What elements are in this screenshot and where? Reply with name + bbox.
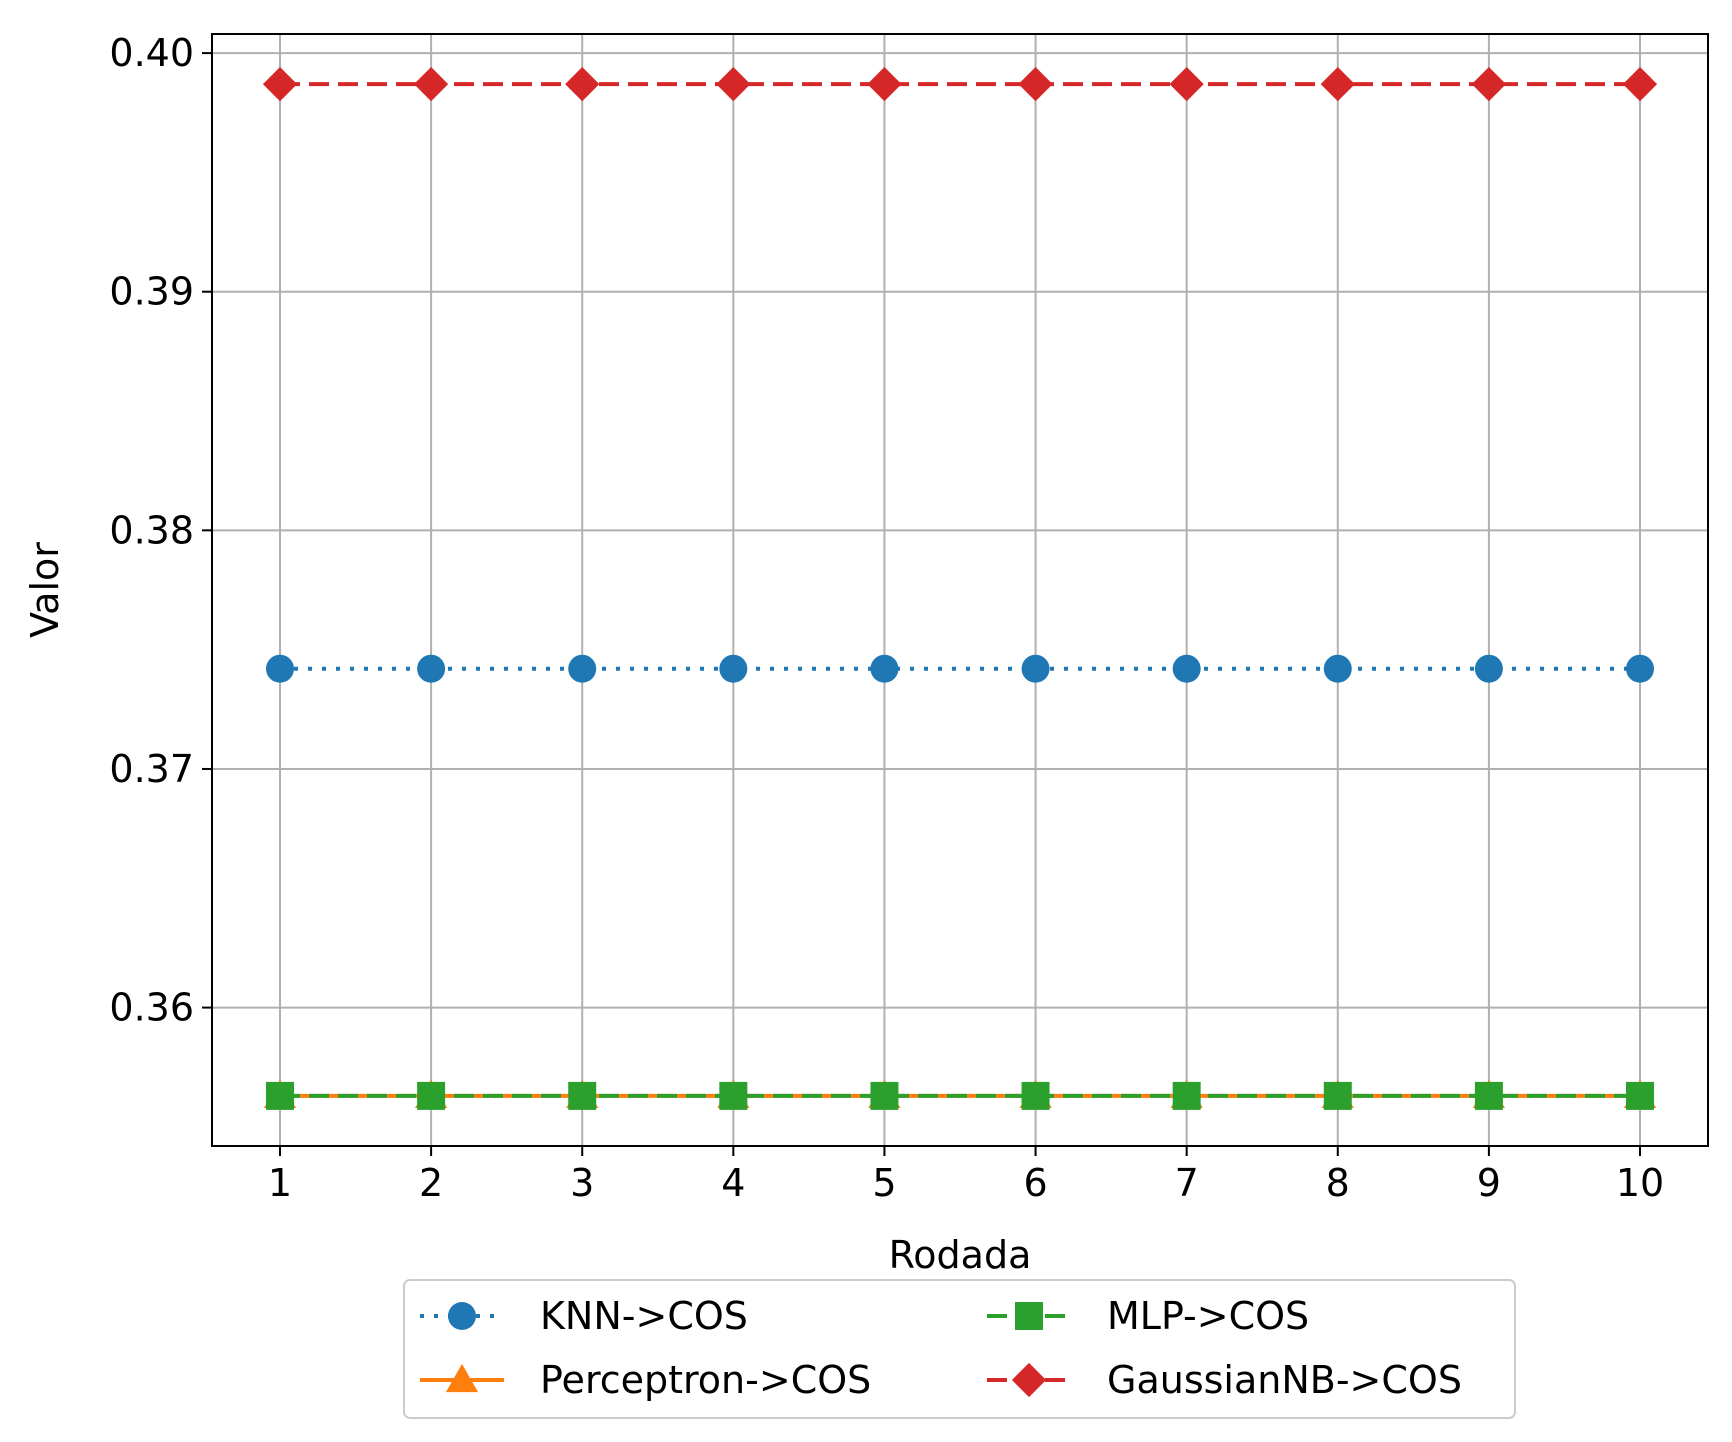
y-tick-label: 0.37 [109,747,194,791]
legend-entry: Perceptron->COS [420,1358,871,1402]
data-point [719,1081,748,1110]
series-knn-cos [266,654,1654,683]
legend-marker [445,1363,479,1393]
x-tick-label: 7 [1175,1161,1199,1205]
data-point [1626,654,1654,683]
series-group [262,67,1658,1110]
plot-frame [211,33,1709,1147]
data-point [1320,67,1355,102]
data-point [1474,1081,1503,1110]
x-tick-label: 10 [1616,1161,1664,1205]
data-point [870,1081,899,1110]
y-tick-label: 0.36 [109,986,194,1030]
data-point [1169,67,1204,102]
data-point [565,67,600,102]
legend-label: KNN->COS [540,1294,748,1338]
data-point [1323,1081,1352,1110]
grid [212,34,1708,1146]
legend-label: Perceptron->COS [540,1358,871,1402]
x-axis-label: Rodada [889,1233,1032,1277]
legend-marker [1015,1302,1043,1330]
series-mlp-cos [266,1081,1654,1110]
data-point [262,67,298,102]
y-axis-label: Valor [23,542,67,638]
x-tick-label: 1 [268,1161,292,1205]
data-point [1172,1081,1201,1110]
data-point [1021,654,1050,683]
data-point [1021,1081,1050,1110]
data-point [1471,67,1506,102]
x-tick-label: 3 [570,1161,594,1205]
series-gaussiannb-cos [262,67,1658,102]
data-point [719,654,748,683]
y-tick-label: 0.38 [109,508,194,552]
data-point [716,67,751,102]
legend-label: GaussianNB->COS [1107,1358,1462,1402]
x-tick-label: 4 [721,1161,745,1205]
y-tick-label: 0.40 [109,31,194,75]
ticks: 1 2 3 4 5 6 7 8 9 10 0.36 0.37 0.38 0.39 0.40 [109,31,1664,1205]
data-point [417,1081,446,1110]
data-point [867,67,902,102]
data-point [1323,654,1352,683]
y-tick-label: 0.39 [109,270,194,314]
data-point [568,654,597,683]
x-tick-label: 6 [1023,1161,1047,1205]
data-point [414,67,449,102]
legend-entry: GaussianNB->COS [987,1358,1462,1402]
legend-box [403,1279,1516,1419]
legend-marker [448,1302,476,1330]
data-point [1622,67,1658,102]
data-point [1018,67,1053,102]
data-point [1626,1081,1654,1110]
legend-marker [1011,1362,1047,1398]
x-tick-label: 9 [1477,1161,1501,1205]
data-point [266,1081,294,1110]
legend-entry: KNN->COS [420,1294,748,1338]
x-tick-label: 8 [1326,1161,1350,1205]
data-point [1172,654,1201,683]
data-point [568,1081,597,1110]
data-point [870,654,899,683]
data-point [1474,654,1503,683]
legend-label: MLP->COS [1107,1294,1309,1338]
legend: KNN->COS Perceptron->COS MLP->COS GaussianN… [403,1279,1516,1419]
legend-entry: MLP->COS [987,1294,1309,1338]
data-point [266,654,294,683]
x-tick-label: 5 [872,1161,896,1205]
data-point [417,654,446,683]
x-tick-label: 2 [419,1161,443,1205]
